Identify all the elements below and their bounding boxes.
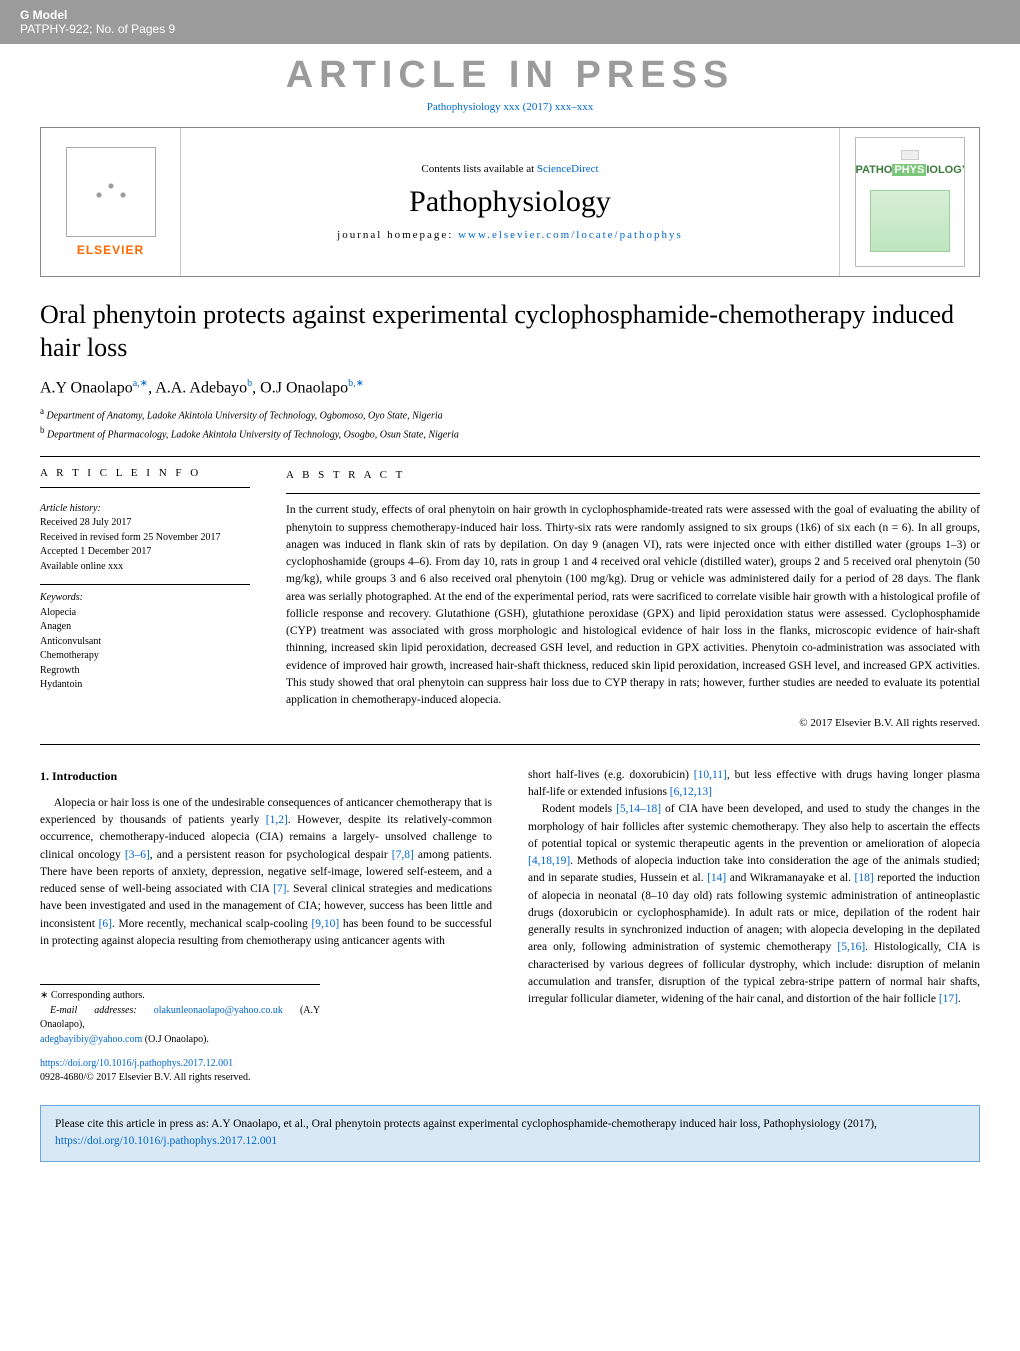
left-column: 1. Introduction Alopecia or hair loss is… [40, 767, 492, 1085]
kw-item: Hydantoin [40, 678, 250, 693]
ref-link[interactable]: [1,2] [266, 814, 288, 826]
journal-cover-cell: PATHOPHYSIOLOGY [839, 128, 979, 276]
abstract-column: A B S T R A C T In the current study, ef… [286, 467, 980, 732]
kw-item: Chemotherapy [40, 649, 250, 664]
article-in-press-banner: ARTICLE IN PRESS [0, 54, 1020, 97]
homepage-label: journal homepage: [337, 229, 458, 241]
author-2: A.A. Adebayo [155, 379, 247, 396]
kw-item: Alopecia [40, 606, 250, 621]
author-2-sup: b [247, 378, 252, 389]
email-link[interactable]: adegbayibiy@yahoo.com [40, 1034, 142, 1045]
ref-link[interactable]: [7,8] [392, 849, 414, 861]
received: Received 28 July 2017 [40, 516, 250, 531]
affiliations: a Department of Anatomy, Ladoke Akintola… [40, 405, 980, 442]
journal-header-box: ELSEVIER Contents lists available at Sci… [40, 127, 980, 277]
author-3-sup: b,∗ [348, 378, 364, 389]
journal-homepage: journal homepage: www.elsevier.com/locat… [337, 229, 683, 241]
journal-cover-thumb: PATHOPHYSIOLOGY [855, 137, 965, 267]
cover-badge-icon [901, 150, 919, 160]
ref-link[interactable]: [4,18,19] [528, 855, 570, 867]
ref-link[interactable]: [9,10] [311, 918, 339, 930]
affil-b: Department of Pharmacology, Ladoke Akint… [47, 429, 459, 440]
accepted: Accepted 1 December 2017 [40, 545, 250, 560]
abstract-body: In the current study, effects of oral ph… [286, 493, 980, 709]
gmodel-label: G Model [20, 8, 1000, 22]
issn-line: 0928-4680/© 2017 Elsevier B.V. All right… [40, 1072, 250, 1083]
kw-item: Anticonvulsant [40, 635, 250, 650]
model-ref: PATPHY-922; No. of Pages 9 [20, 22, 1000, 36]
author-3: O.J Onaolapo [260, 379, 348, 396]
intro-para-2: Rodent models [5,14–18] of CIA have been… [528, 801, 980, 1008]
article-info-head: A R T I C L E I N F O [40, 467, 250, 479]
cite-text: Please cite this article in press as: A.… [55, 1118, 877, 1130]
right-column: short half-lives (e.g. doxorubicin) [10,… [528, 767, 980, 1085]
doi-block: https://doi.org/10.1016/j.pathophys.2017… [40, 1057, 492, 1085]
cover-title: PATHOPHYSIOLOGY [856, 164, 964, 176]
cover-title-a: PATHO [856, 164, 893, 176]
ref-link[interactable]: [18] [855, 872, 874, 884]
ref-link[interactable]: [3–6] [125, 849, 150, 861]
ref-link[interactable]: [17] [939, 993, 958, 1005]
author-1: A.Y Onaolapo [40, 379, 133, 396]
body-two-column: 1. Introduction Alopecia or hair loss is… [40, 767, 980, 1085]
section-heading-intro: 1. Introduction [40, 767, 492, 785]
intro-continued: short half-lives (e.g. doxorubicin) [10,… [528, 767, 980, 802]
top-citation-link[interactable]: Pathophysiology xxx (2017) xxx–xxx [0, 101, 1020, 113]
keywords-list: Alopecia Anagen Anticonvulsant Chemother… [40, 606, 250, 693]
homepage-link[interactable]: www.elsevier.com/locate/pathophys [458, 229, 683, 241]
authors-line: A.Y Onaolapoa,∗, A.A. Adebayob, O.J Onao… [40, 378, 980, 397]
cite-doi-link[interactable]: https://doi.org/10.1016/j.pathophys.2017… [55, 1135, 277, 1147]
email-label: E-mail addresses: [50, 1005, 137, 1016]
history-label: Article history: [40, 502, 250, 517]
affil-a: Department of Anatomy, Ladoke Akintola U… [47, 411, 443, 422]
elsevier-logo-cell: ELSEVIER [41, 128, 181, 276]
keywords-label: Keywords: [40, 591, 250, 606]
article-title: Oral phenytoin protects against experime… [40, 299, 980, 364]
divider [40, 744, 980, 745]
cite-box: Please cite this article in press as: A.… [40, 1105, 980, 1162]
contents-line: Contents lists available at ScienceDirec… [421, 163, 598, 175]
article-info-column: A R T I C L E I N F O Article history: R… [40, 467, 250, 732]
elsevier-label: ELSEVIER [77, 243, 144, 257]
header-bar: G Model PATPHY-922; No. of Pages 9 [0, 0, 1020, 44]
ref-link[interactable]: [7] [273, 883, 286, 895]
corresponding-authors: ∗ Corresponding authors. E-mail addresse… [40, 984, 320, 1047]
journal-title: Pathophysiology [409, 185, 611, 219]
ref-link[interactable]: [5,16] [837, 941, 865, 953]
sciencedirect-link[interactable]: ScienceDirect [537, 163, 599, 175]
kw-item: Anagen [40, 620, 250, 635]
intro-para-1: Alopecia or hair loss is one of the unde… [40, 795, 492, 950]
doi-link[interactable]: https://doi.org/10.1016/j.pathophys.2017… [40, 1058, 233, 1069]
abstract-head: A B S T R A C T [286, 467, 980, 484]
elsevier-tree-icon [66, 147, 156, 237]
ref-link[interactable]: [5,14–18] [616, 803, 661, 815]
journal-center: Contents lists available at ScienceDirec… [181, 128, 839, 276]
contents-prefix: Contents lists available at [421, 163, 536, 175]
cover-title-b: PHYS [892, 164, 926, 176]
cover-image-placeholder [870, 190, 950, 252]
ref-link[interactable]: [14] [707, 872, 726, 884]
abstract-copyright: © 2017 Elsevier B.V. All rights reserved… [286, 715, 980, 732]
revised: Received in revised form 25 November 201… [40, 531, 250, 546]
cover-title-c: IOLOGY [926, 164, 964, 176]
ref-link[interactable]: [6] [99, 918, 112, 930]
ref-link[interactable]: [10,11] [694, 769, 727, 781]
online: Available online xxx [40, 560, 250, 575]
author-1-sup: a,∗ [133, 378, 148, 389]
kw-item: Regrowth [40, 664, 250, 679]
ref-link[interactable]: [6,12,13] [670, 786, 712, 798]
email-link[interactable]: olakunleonaolapo@yahoo.co.uk [154, 1005, 283, 1016]
divider [40, 456, 980, 457]
